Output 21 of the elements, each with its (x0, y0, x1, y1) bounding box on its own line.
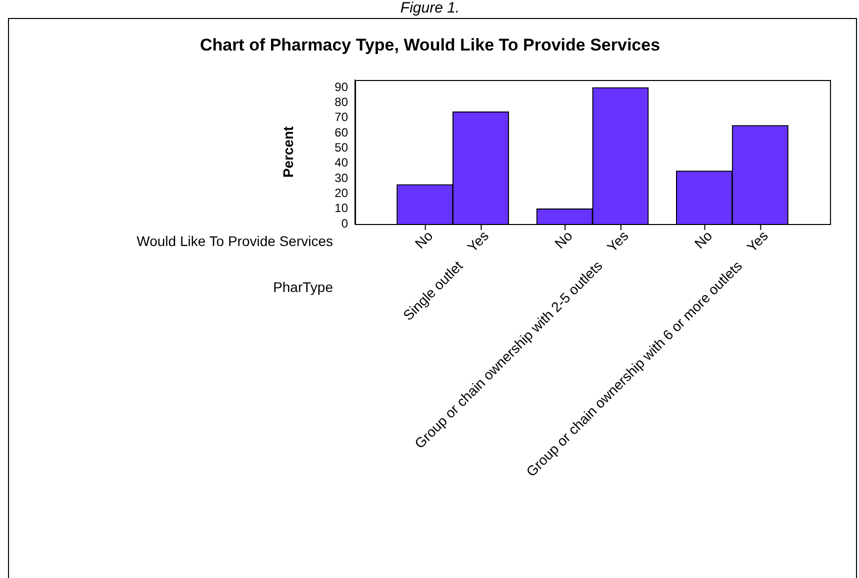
caption: Figure 1. (400, 0, 460, 17)
y-tick-label: 40 (334, 156, 348, 170)
text: Yes (744, 228, 771, 256)
text: Yes (604, 228, 632, 256)
y-tick-label: 80 (334, 95, 348, 110)
y-axis-title: Percent (280, 126, 296, 178)
y-tick-label: 30 (334, 170, 348, 185)
y-tick-label: 90 (334, 80, 348, 94)
legend-title: Would Like To Provide Services (136, 232, 333, 249)
text: No (691, 228, 716, 252)
text: Yes (464, 228, 492, 256)
y-tick-label: 0 (341, 216, 348, 230)
y-tick-label: 70 (334, 110, 348, 124)
x-axis-title: PharType (273, 278, 334, 295)
text: No (412, 227, 436, 252)
chart-title: Chart of Pharmacy Type, Would Like To Provide Services (200, 36, 660, 55)
y-tick-label: 60 (334, 125, 348, 140)
y-tick-label: 20 (334, 186, 348, 200)
text: No (551, 228, 576, 252)
y-tick-label: 10 (334, 201, 348, 216)
y-tick-label: 50 (334, 140, 348, 155)
